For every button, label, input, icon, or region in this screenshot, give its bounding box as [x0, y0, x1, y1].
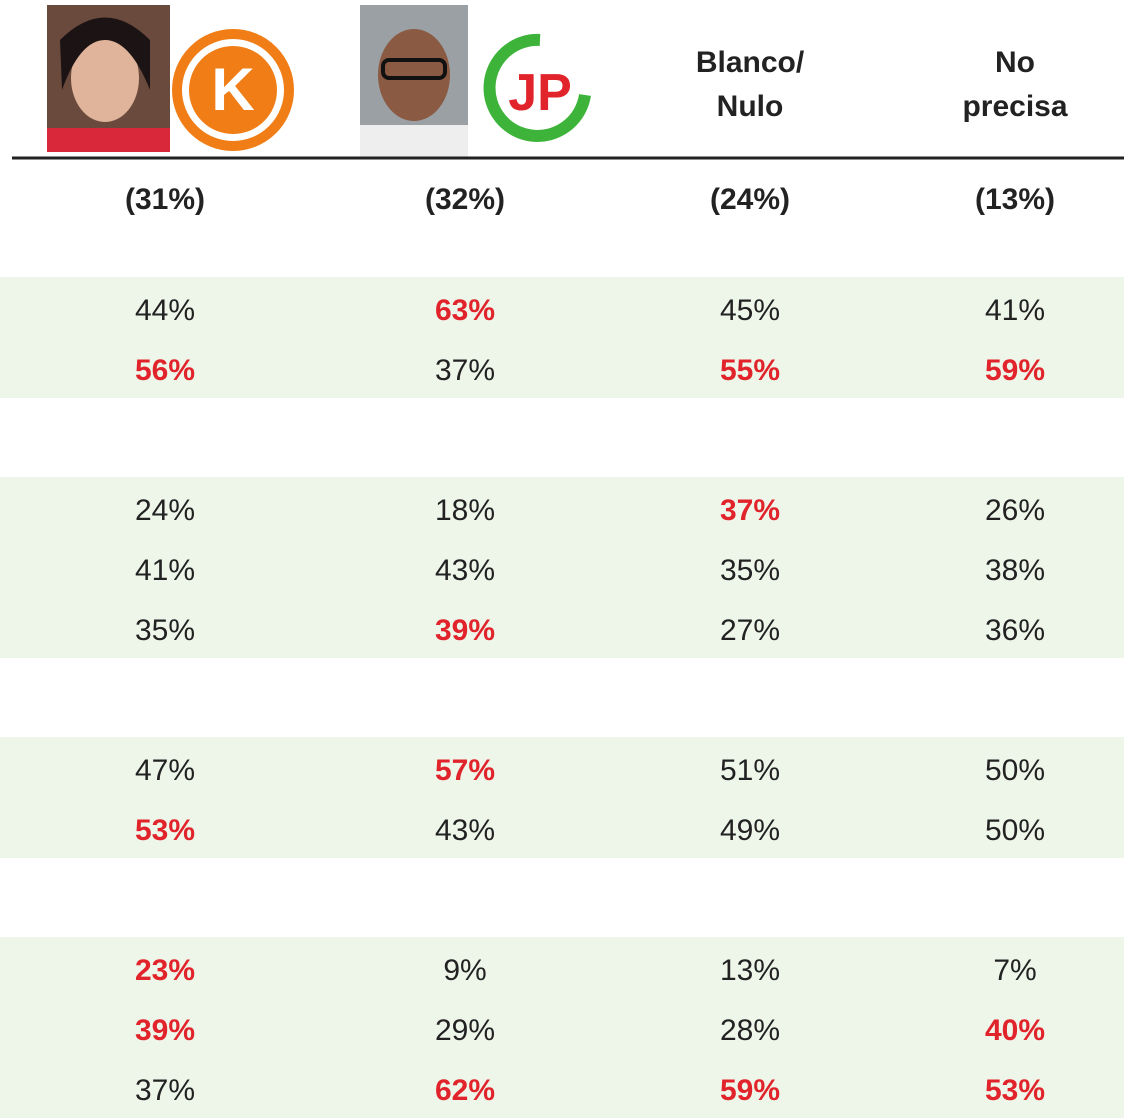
column-title: Blanco/ [630, 41, 870, 85]
table-cell: 55% [630, 353, 870, 389]
table-cell: 37% [630, 493, 870, 529]
table-cell: 49% [630, 813, 870, 849]
table-cell: 41% [895, 293, 1124, 329]
table-cell: 50% [895, 753, 1124, 789]
table-cell: 35% [45, 613, 285, 649]
photo-face [378, 29, 450, 121]
table-cell: 9% [345, 953, 585, 989]
table-cell: 37% [345, 353, 585, 389]
table-cell: 24% [45, 493, 285, 529]
logo-text: K [211, 56, 254, 123]
table-cell: 56% [45, 353, 285, 389]
table-cell: 13% [630, 953, 870, 989]
table-cell: 51% [630, 753, 870, 789]
column-title: No [895, 41, 1124, 85]
table-cell: 28% [630, 1013, 870, 1049]
table-cell: 59% [630, 1073, 870, 1109]
column-share: (13%) [895, 178, 1124, 222]
table-cell: 62% [345, 1073, 585, 1109]
table-cell: 47% [45, 753, 285, 789]
table-cell: 53% [895, 1073, 1124, 1109]
table-cell: 39% [45, 1013, 285, 1049]
table-cell: 50% [895, 813, 1124, 849]
photo-clothes [360, 125, 468, 158]
table-cell: 36% [895, 613, 1124, 649]
column-title: precisa [895, 85, 1124, 129]
table-cell: 7% [895, 953, 1124, 989]
page: K JP (() => { const data = JSON.parse(do… [0, 0, 1124, 1105]
table-cell: 37% [45, 1073, 285, 1109]
table-cell: 53% [45, 813, 285, 849]
photo-clothes [47, 128, 170, 152]
table-cell: 63% [345, 293, 585, 329]
column-title: Nulo [630, 85, 870, 129]
column-share: (24%) [630, 178, 870, 222]
table-cell: 29% [345, 1013, 585, 1049]
table-cell: 27% [630, 613, 870, 649]
table-cell: 18% [345, 493, 585, 529]
table-cell: 40% [895, 1013, 1124, 1049]
table-cell: 45% [630, 293, 870, 329]
table-cell: 57% [345, 753, 585, 789]
table-cell: 35% [630, 553, 870, 589]
column-share: (32%) [345, 178, 585, 222]
table-cell: 59% [895, 353, 1124, 389]
table-cell: 41% [45, 553, 285, 589]
logo-text: JP [508, 64, 572, 122]
table-cell: 43% [345, 813, 585, 849]
table-cell: 39% [345, 613, 585, 649]
table-cell: 26% [895, 493, 1124, 529]
table-cell: 43% [345, 553, 585, 589]
table-cell: 38% [895, 553, 1124, 589]
table-cell: 23% [45, 953, 285, 989]
table-cell: 44% [45, 293, 285, 329]
column-share: (31%) [45, 178, 285, 222]
